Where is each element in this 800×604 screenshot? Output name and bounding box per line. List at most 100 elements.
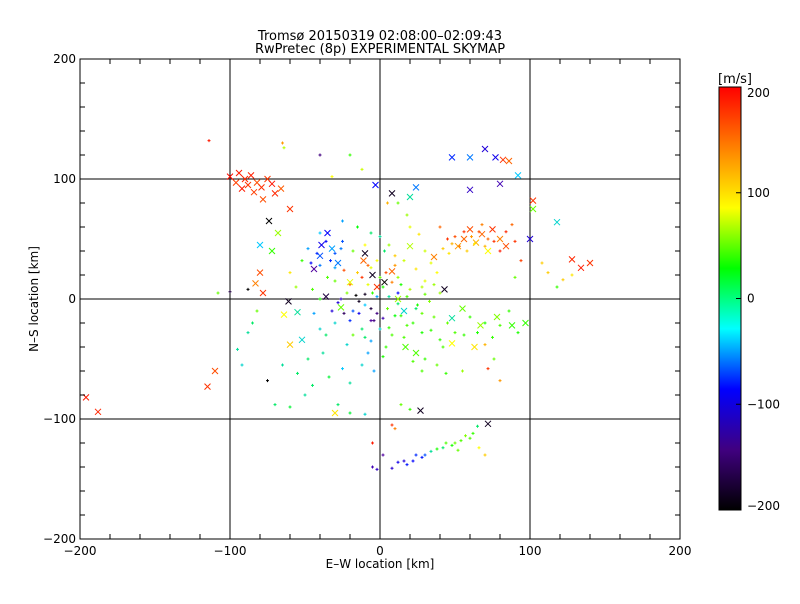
data-point-plus [510,223,514,227]
data-point-plus [324,333,328,337]
data-point-plus [411,359,415,363]
data-point-plus [435,363,439,367]
y-tick-label: 200 [53,52,76,66]
data-point-plus [429,449,433,453]
data-point-x [529,197,537,204]
data-point-plus [453,441,457,445]
y-axis-ticks: −200 −100 0 100 200 [43,52,680,546]
data-point-x [271,190,279,197]
data-point-plus [555,285,559,289]
data-point-x [318,241,325,249]
data-point-x [466,154,474,161]
data-point-x [508,322,516,329]
data-point-x [441,286,448,293]
data-point-x [280,311,288,318]
data-point-plus [371,465,374,469]
data-point-x [466,186,474,194]
data-point-x [94,408,102,416]
data-point-plus [281,141,284,145]
data-point-plus [366,263,370,267]
data-point-plus [414,307,418,311]
data-point-plus [453,235,457,239]
data-point-plus [570,273,574,277]
data-point-x [372,181,379,189]
data-point-plus [459,439,463,443]
colorbar: [m/s] 200 100 0 −100 −200 [718,72,780,513]
data-point-plus [399,283,403,287]
chart-subtitle: RwPretec (8p) EXPERIMENTAL SKYMAP [255,42,505,57]
data-point-plus [546,271,550,275]
data-point-plus [318,263,322,267]
data-point-plus [326,275,329,279]
data-point-plus [356,271,359,275]
data-point-plus [330,309,334,313]
data-point-x [481,145,489,153]
data-point-x [388,190,396,197]
data-point-x [361,250,369,257]
data-point-plus [281,363,284,367]
data-point-plus [446,237,449,241]
data-point-plus [492,357,496,361]
data-point-plus [483,453,487,457]
data-point-plus [324,239,328,243]
data-point-x [553,218,561,226]
data-point-x [274,229,282,237]
data-point-plus [450,242,454,246]
data-point-plus [498,323,502,327]
data-point-x [505,157,513,165]
data-point-x [298,336,306,344]
data-point-plus [446,321,449,325]
data-point-plus [423,279,427,283]
data-point-plus [393,254,397,258]
data-point-plus [351,333,355,337]
data-point-plus [381,355,385,359]
data-point-plus [207,139,211,143]
data-point-x [466,226,474,233]
data-point-x [526,235,534,243]
data-point-plus [266,379,269,383]
data-point-x [346,278,354,286]
data-point-x [502,242,510,250]
data-point-x [459,305,466,312]
data-point-x [337,304,345,311]
data-point-plus [390,333,394,337]
x-tick-label: 100 [519,544,542,558]
data-point-plus [396,302,400,306]
colorbar-tick-label: 200 [747,86,770,100]
data-point-x [484,247,492,255]
data-point-plus [381,316,385,320]
data-point-plus [471,431,475,435]
data-point-plus [246,331,250,335]
y-tick-label: 0 [68,292,76,306]
colorbar-tick-label: 0 [747,292,755,306]
data-point-plus [408,287,412,291]
data-point-plus [399,314,403,318]
data-point-plus [438,225,442,229]
x-tick-label: −100 [214,544,247,558]
data-point-plus [423,453,427,457]
data-point-plus [387,295,391,299]
data-point-plus [381,453,385,457]
data-point-plus [345,343,349,347]
data-point-x [412,349,420,357]
data-point-x [331,409,339,417]
data-point-x [286,341,294,348]
data-point-plus [414,453,418,457]
data-point-plus [216,291,220,295]
data-point-x [241,175,249,183]
data-point-plus [363,303,367,307]
data-point-x [496,180,504,188]
data-point-plus [396,460,400,464]
data-point-x [285,298,292,305]
data-point-x [496,235,504,243]
data-point-plus [429,261,433,265]
data-point-plus [311,287,314,291]
x-tick-label: 0 [376,544,384,558]
data-point-plus [384,271,388,275]
data-point-x [334,259,342,267]
data-point-plus [470,235,473,239]
data-point-plus [336,403,340,407]
data-point-plus [399,403,403,407]
data-point-x [294,308,301,316]
data-point-plus [444,371,448,375]
